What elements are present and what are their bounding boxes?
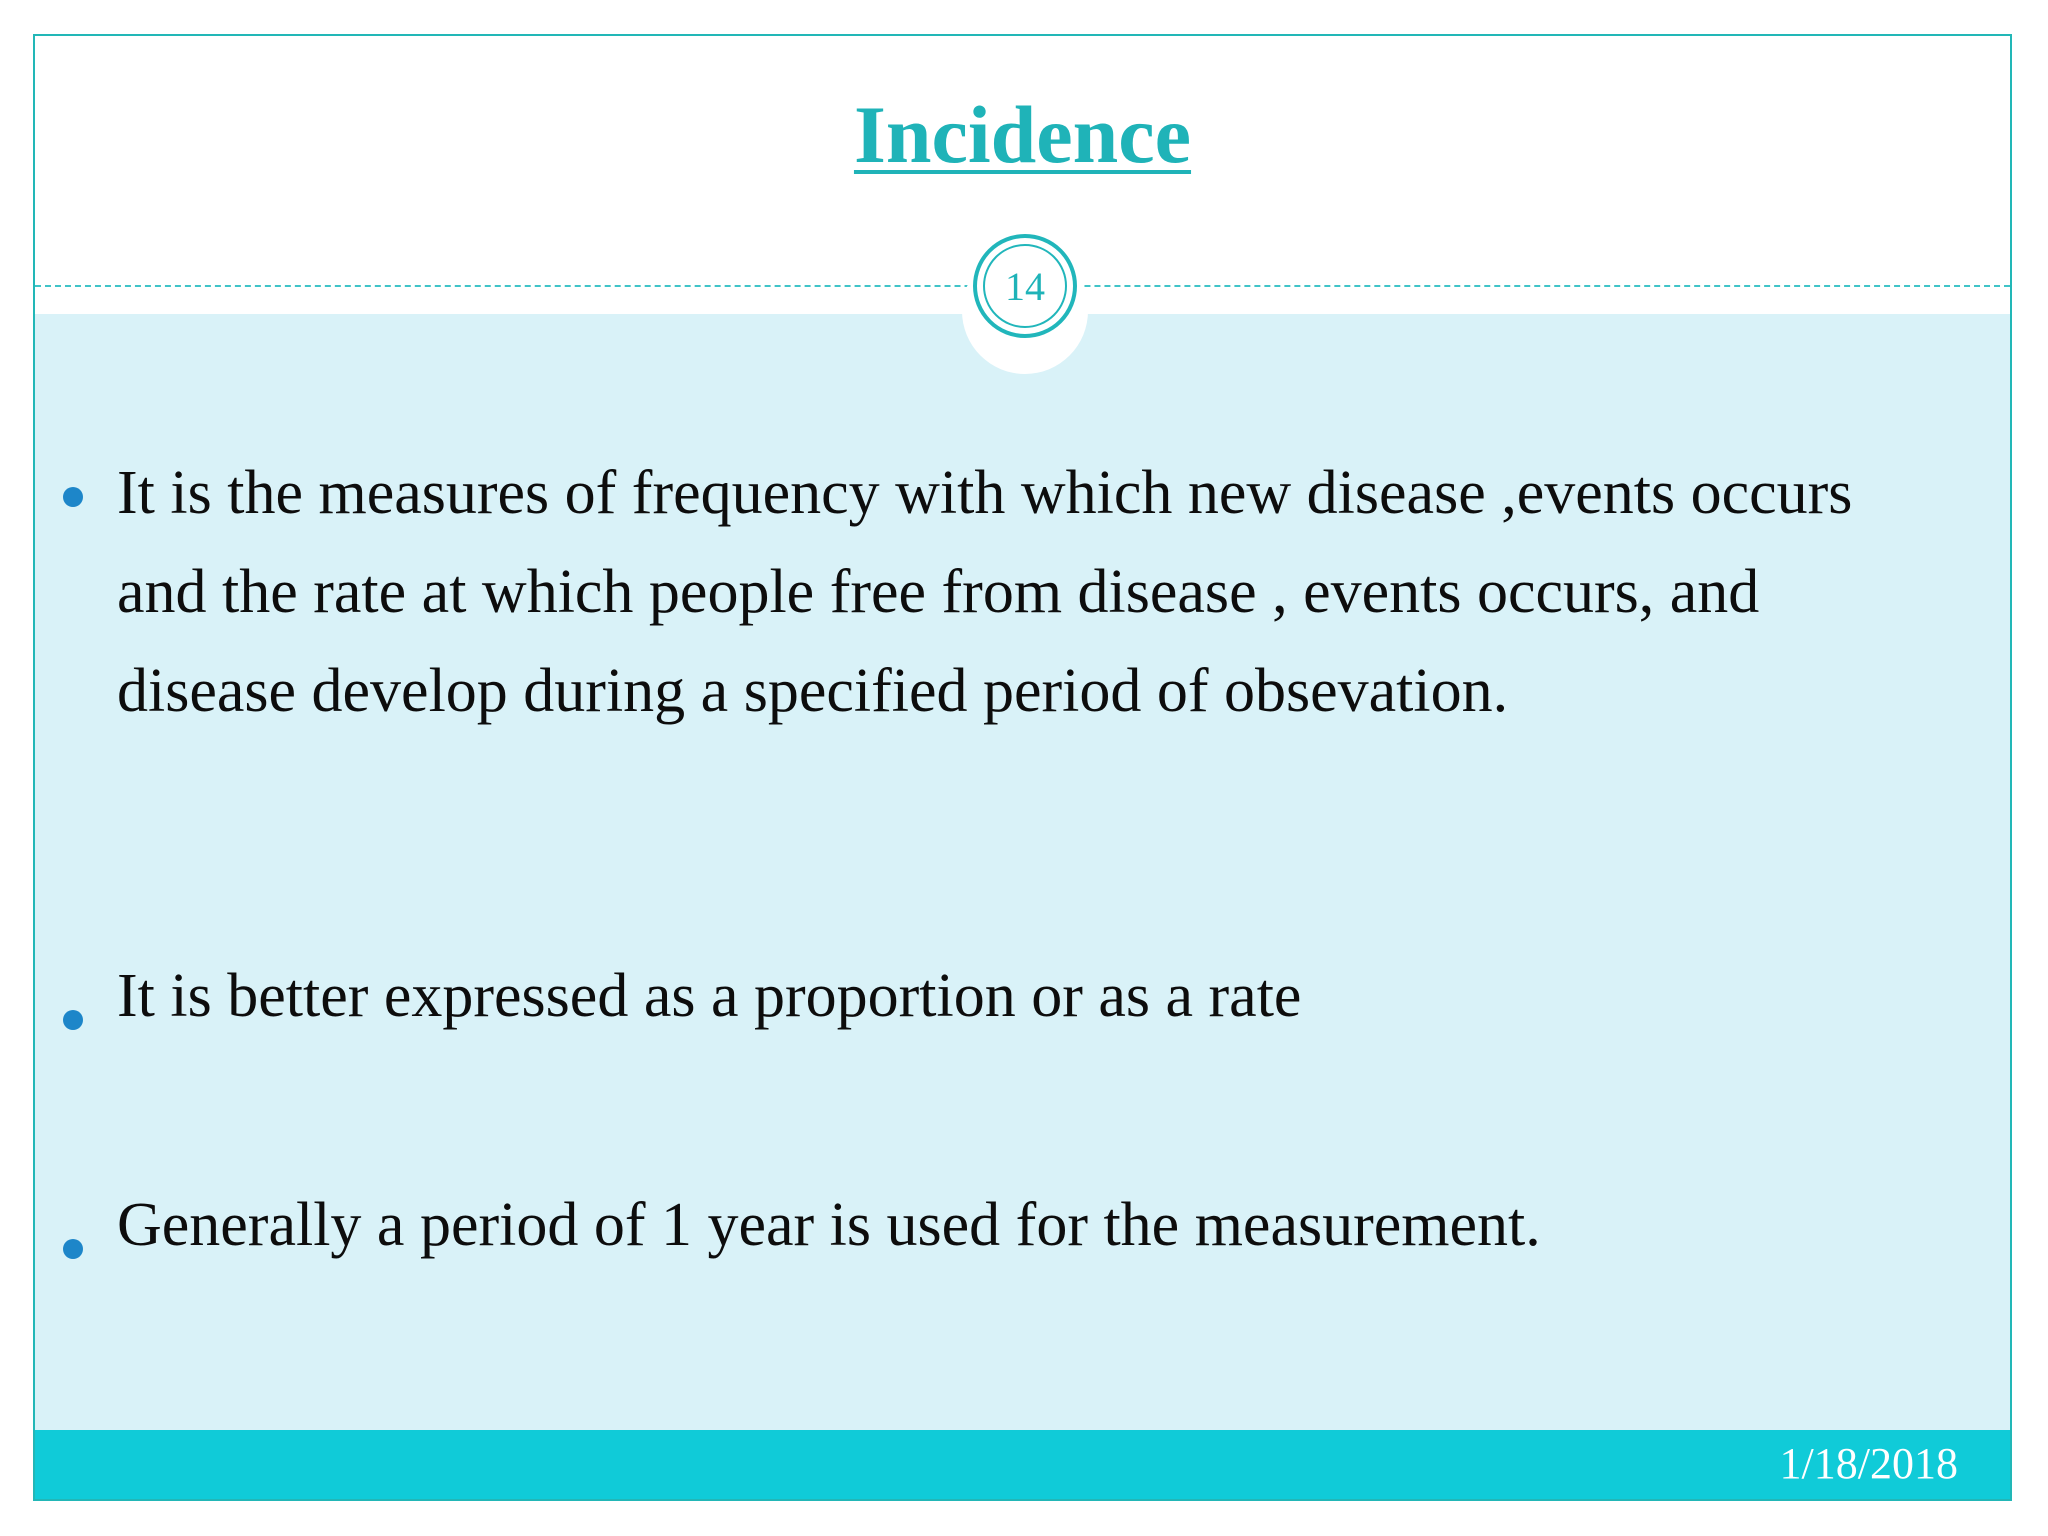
- page-number: 14: [983, 244, 1067, 328]
- slide-footer: 1/18/2018: [35, 1430, 2010, 1499]
- bullet-dot-icon: [63, 487, 83, 507]
- footer-date: 1/18/2018: [1779, 1439, 1958, 1488]
- bullet-item: Generally a period of 1 year is used for…: [117, 1176, 1947, 1275]
- bullet-item: It is the measures of frequency with whi…: [117, 444, 1947, 741]
- bullet-text: Generally a period of 1 year is used for…: [117, 1191, 1541, 1259]
- bullet-item: It is better expressed as a proportion o…: [117, 947, 1947, 1046]
- bullet-text: It is the measures of frequency with whi…: [117, 459, 1853, 725]
- bullet-text: It is better expressed as a proportion o…: [117, 962, 1302, 1030]
- slide-body: It is the measures of frequency with whi…: [35, 314, 2010, 1468]
- slide-title: Incidence: [853, 89, 1192, 180]
- page-number-badge: 14: [973, 234, 1077, 338]
- bullet-dot-icon: [63, 1010, 83, 1030]
- slide: Incidence It is the measures of frequenc…: [33, 34, 2012, 1501]
- bullet-dot-icon: [63, 1239, 83, 1259]
